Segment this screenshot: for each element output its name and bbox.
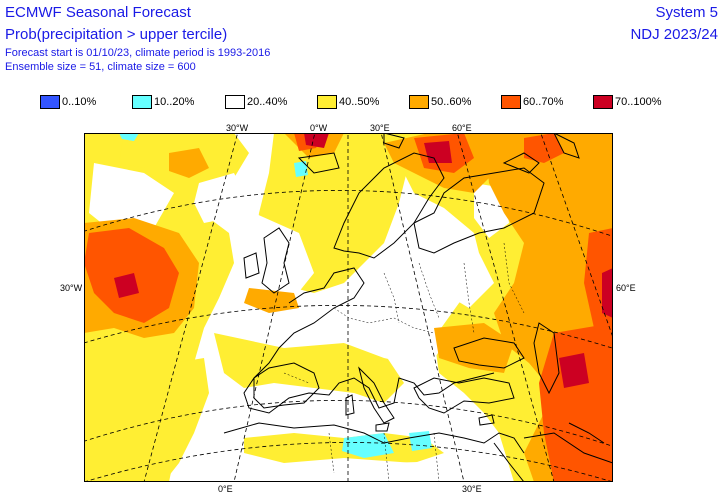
season-label: NDJ 2023/24: [630, 26, 718, 43]
country-borders: [283, 242, 525, 482]
coast-novaya: [553, 133, 580, 159]
coast-greece-turkey: [413, 377, 515, 414]
legend-swatch: [225, 95, 245, 109]
coast-white-sea: [502, 152, 540, 174]
legend-swatch: [132, 95, 152, 109]
ensemble-size-info: Ensemble size = 51, climate size = 600: [5, 61, 196, 73]
coast-ireland: [243, 252, 260, 279]
coast-finland-russia: [413, 167, 545, 254]
coast-persian-gulf: [568, 422, 605, 444]
coast-arabia: [523, 432, 613, 464]
prob-10-20-areas: [119, 133, 432, 458]
legend-item: 10..20%: [132, 94, 194, 110]
left-label-30w: 30°W: [60, 283, 83, 293]
coast-black-sea: [453, 337, 525, 369]
legend-swatch: [40, 95, 60, 109]
legend-label: 40..50%: [339, 96, 380, 108]
legend: 0..10% 10..20% 20..40% 40..50% 50..60% 6…: [40, 94, 680, 112]
top-label-0w: 0°W: [310, 123, 328, 133]
coast-sicily: [375, 422, 390, 432]
legend-label: 0..10%: [62, 96, 97, 108]
legend-swatch: [317, 95, 337, 109]
map-title: ECMWF Seasonal Forecast: [5, 4, 191, 21]
legend-swatch: [501, 95, 521, 109]
coast-cyprus: [478, 414, 495, 426]
coast-iceland: [297, 152, 340, 174]
bottom-label-0e: 0°E: [218, 484, 233, 494]
top-label-60e: 60°E: [452, 123, 472, 133]
coast-europe-west: [243, 267, 495, 414]
probability-map: [84, 133, 613, 482]
legend-item: 60..70%: [501, 94, 563, 110]
coast-svalbard: [383, 133, 405, 149]
legend-item: 20..40%: [225, 94, 287, 110]
coast-scandinavia: [333, 152, 445, 259]
graticule: [84, 133, 613, 482]
coastlines: [223, 133, 613, 482]
legend-label: 20..40%: [247, 96, 288, 108]
coast-sardinia: [345, 394, 355, 416]
map-frame: [84, 133, 613, 482]
legend-item: 0..10%: [40, 94, 96, 110]
legend-label: 70..100%: [615, 96, 662, 108]
prob-20-40-areas: [89, 163, 509, 482]
legend-swatch: [593, 95, 613, 109]
map-subtitle: Prob(precipitation > upper tercile): [5, 26, 228, 43]
coast-red-sea: [493, 442, 525, 482]
legend-label: 50..60%: [431, 96, 472, 108]
coast-north-africa: [223, 422, 525, 454]
coast-italy: [358, 366, 395, 424]
system-label: System 5: [655, 4, 718, 21]
right-label-60e: 60°E: [616, 283, 636, 293]
coast-caspian: [533, 322, 560, 395]
top-label-30w: 30°W: [226, 123, 249, 133]
legend-item: 40..50%: [317, 94, 379, 110]
bottom-label-30e: 30°E: [462, 484, 482, 494]
coast-iberia: [253, 362, 320, 409]
legend-label: 60..70%: [523, 96, 564, 108]
legend-item: 70..100%: [593, 94, 661, 110]
legend-item: 50..60%: [409, 94, 471, 110]
forecast-start-info: Forecast start is 01/10/23, climate peri…: [5, 47, 271, 59]
top-label-30e: 30°E: [370, 123, 390, 133]
coast-uk: [261, 227, 290, 294]
legend-label: 10..20%: [154, 96, 195, 108]
prob-70-100-areas: [114, 133, 613, 388]
legend-swatch: [409, 95, 429, 109]
